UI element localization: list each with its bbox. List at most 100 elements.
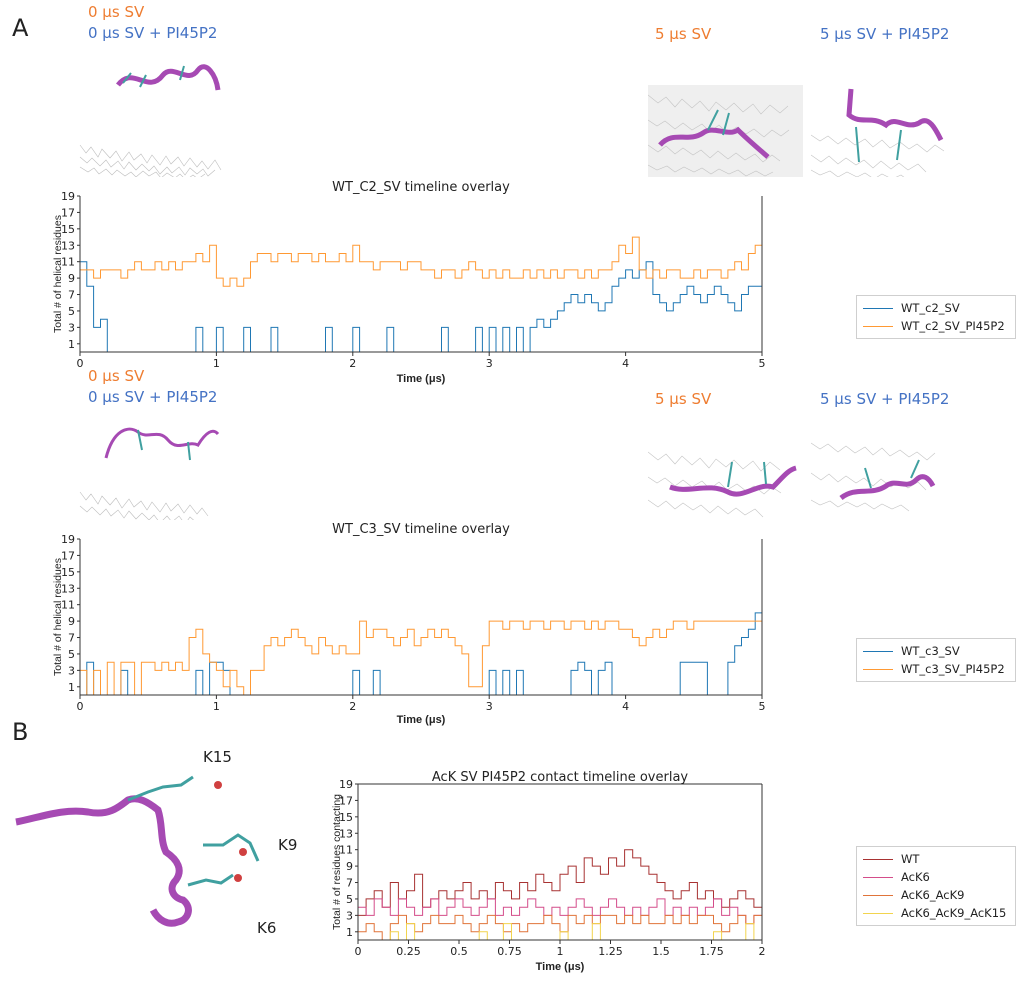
y-tick-label: 17 (61, 206, 75, 219)
chart-title: WT_C3_SV timeline overlay (332, 522, 510, 537)
legend-item: WT (863, 850, 1009, 868)
legend-c3: WT_c3_SV WT_c3_SV_PI45P2 (856, 638, 1016, 682)
y-tick-label: 5 (346, 893, 353, 906)
legend-label: AcK6_AcK9_AcK15 (901, 906, 1007, 920)
y-tick-label: 15 (61, 223, 75, 236)
x-tick-label: 1 (213, 357, 220, 370)
y-tick-label: 17 (61, 549, 75, 562)
c3-label-0us-sv: 0 μs SV (88, 367, 145, 385)
legend-label: WT_c3_SV_PI45P2 (901, 662, 1005, 676)
y-tick-label: 1 (68, 338, 75, 351)
chart-title: AcK SV PI45P2 contact timeline overlay (432, 770, 689, 785)
legend-label: AcK6_AcK9 (901, 888, 965, 902)
y-tick-label: 17 (339, 794, 353, 807)
legend-swatch (863, 894, 893, 896)
x-tick-label: 3 (486, 700, 493, 713)
y-tick-label: 19 (339, 778, 353, 791)
legend-label: WT (901, 852, 920, 866)
series-line-AcK6 (358, 898, 763, 925)
lysine-sidechains (122, 65, 185, 88)
y-axis-label: Total # of helical residues (52, 215, 64, 333)
y-axis-label: Total # of helical residues (52, 558, 64, 676)
x-tick-label: 0 (77, 700, 84, 713)
x-tick-label: 4 (622, 700, 629, 713)
legend-label: AcK6 (901, 870, 930, 884)
y-tick-label: 19 (61, 533, 75, 546)
y-tick-label: 5 (68, 305, 75, 318)
legend-b: WT AcK6 AcK6_AcK9 AcK6_AcK9_AcK15 (856, 846, 1016, 926)
y-tick-label: 13 (61, 582, 75, 595)
x-tick-label: 0 (77, 357, 84, 370)
snapshot-c3-5us-sv-pip2 (811, 442, 936, 512)
y-tick-label: 19 (61, 190, 75, 203)
legend-swatch (863, 668, 893, 670)
legend-label: WT_c2_SV (901, 301, 960, 315)
x-tick-label: 5 (759, 357, 766, 370)
legend-c2: WT_c2_SV WT_c2_SV_PI45P2 (856, 295, 1016, 339)
x-tick-label: 2 (759, 945, 766, 958)
chart-ack-contact: 0 0.25 0.5 0.75 1 1.25 1.5 1.75 2135791113151719… (331, 770, 766, 973)
legend-item: WT_c2_SV (863, 299, 1009, 317)
membrane-lipids (79, 144, 222, 177)
x-tick-label: 0.5 (450, 945, 468, 958)
y-axis-label: Total # of residues contacting (331, 794, 343, 930)
legend-swatch (863, 325, 893, 327)
phosphate-atom (234, 874, 242, 882)
legend-swatch (863, 650, 893, 652)
x-tick-label: 1.75 (699, 945, 724, 958)
y-tick-label: 7 (68, 289, 75, 302)
legend-swatch (863, 858, 893, 860)
k9-sidechain (203, 833, 260, 862)
k15-sidechain (127, 775, 194, 802)
snapshot-c3-0us (79, 427, 220, 520)
legend-item: AcK6_AcK9_AcK15 (863, 904, 1009, 922)
x-tick-label: 2 (349, 357, 356, 370)
panel-label-b: B (12, 718, 29, 746)
x-tick-label: 0.75 (497, 945, 522, 958)
lysine-sidechains (855, 126, 902, 163)
snapshot-c2-5us-sv-pip2 (811, 88, 945, 177)
x-axis-label: Time (μs) (536, 961, 585, 973)
panel-b-peptide (15, 775, 260, 927)
chart-title: WT_C2_SV timeline overlay (332, 180, 510, 195)
peptide-coil (104, 427, 220, 459)
y-tick-label: 7 (68, 632, 75, 645)
legend-swatch (863, 876, 893, 878)
snapshot-c2-5us-sv (648, 85, 803, 177)
x-tick-label: 1 (557, 945, 564, 958)
c3-label-5us-sv-pip2: 5 μs SV + PI45P2 (820, 390, 950, 408)
y-tick-label: 11 (339, 844, 353, 857)
snapshot-c3-5us-sv (648, 451, 797, 518)
phosphate-atom (239, 848, 247, 856)
y-tick-label: 13 (61, 239, 75, 252)
membrane-lipids (648, 94, 790, 177)
x-tick-label: 1.5 (652, 945, 670, 958)
c2-label-5us-sv-pip2: 5 μs SV + PI45P2 (820, 25, 950, 43)
helix-ribbon (839, 474, 936, 501)
legend-label: WT_c2_SV_PI45P2 (901, 319, 1005, 333)
y-tick-label: 15 (339, 811, 353, 824)
legend-label: WT_c3_SV (901, 644, 960, 658)
series-line-WT (358, 849, 763, 916)
residue-label-k15: K15 (203, 748, 232, 766)
panel-label-a: A (12, 14, 29, 42)
snapshot-c2-0us (79, 64, 222, 177)
x-axis-label: Time (μs) (397, 373, 446, 385)
y-tick-label: 3 (68, 664, 75, 677)
lysine-sidechains (707, 109, 730, 136)
helix-ribbon (846, 88, 944, 142)
series-line-WT_c2_SV_PI45P2 (80, 236, 763, 287)
x-axis-label: Time (μs) (397, 714, 446, 726)
c2-label-0us-sv: 0 μs SV (88, 3, 145, 21)
membrane-lipids (811, 134, 945, 177)
x-tick-label: 4 (622, 357, 629, 370)
y-tick-label: 3 (68, 321, 75, 334)
x-tick-label: 3 (486, 357, 493, 370)
helix-ribbon (658, 126, 770, 159)
y-tick-label: 13 (339, 827, 353, 840)
helix-ribbon (15, 795, 192, 927)
x-tick-label: 1 (213, 700, 220, 713)
